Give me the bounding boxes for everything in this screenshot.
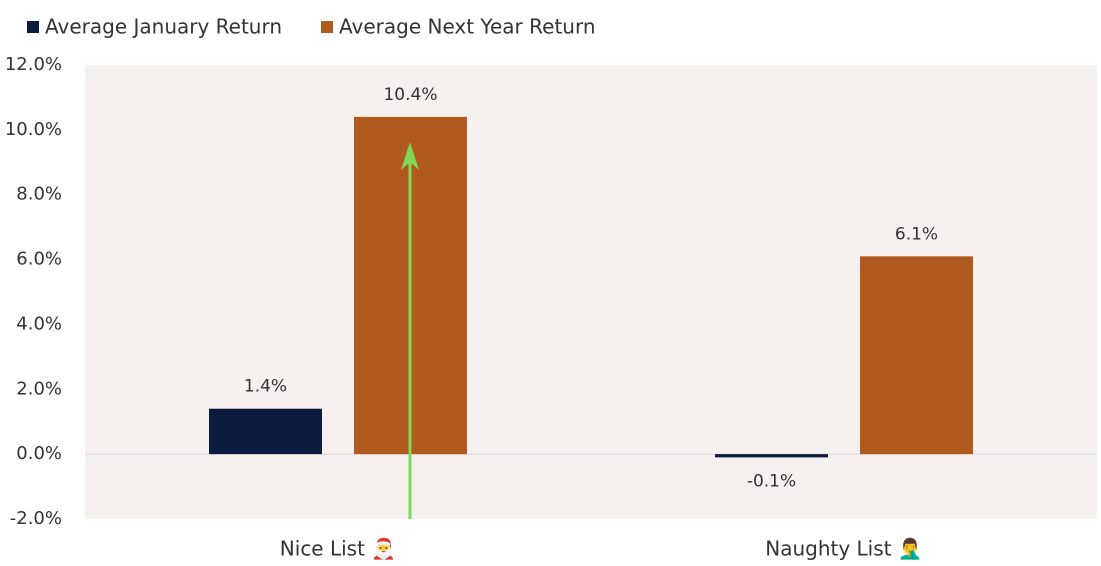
y-tick-label: 2.0%	[16, 378, 62, 399]
value-label: 10.4%	[383, 85, 437, 105]
legend-swatch	[321, 21, 333, 33]
y-tick-label: 4.0%	[16, 313, 62, 334]
y-tick-label: 6.0%	[16, 249, 62, 270]
legend-label: Average January Return	[45, 15, 282, 39]
y-tick-label: 10.0%	[5, 119, 62, 140]
y-tick-label: 8.0%	[16, 184, 62, 205]
x-tick-label: Nice List 🎅	[280, 537, 396, 561]
legend-label: Average Next Year Return	[339, 15, 596, 39]
y-tick-label: 0.0%	[16, 443, 62, 464]
legend-swatch	[27, 21, 39, 33]
value-label: 6.1%	[895, 224, 938, 244]
bar	[209, 408, 322, 455]
y-tick-label: -2.0%	[10, 508, 62, 529]
y-tick-label: 12.0%	[5, 54, 62, 75]
bar	[715, 454, 828, 458]
value-label: 1.4%	[244, 377, 287, 397]
arrow-head	[401, 142, 419, 170]
bar	[860, 256, 973, 455]
value-label: -0.1%	[747, 471, 796, 491]
x-tick-label: Naughty List 🤦‍♂️	[765, 537, 923, 561]
